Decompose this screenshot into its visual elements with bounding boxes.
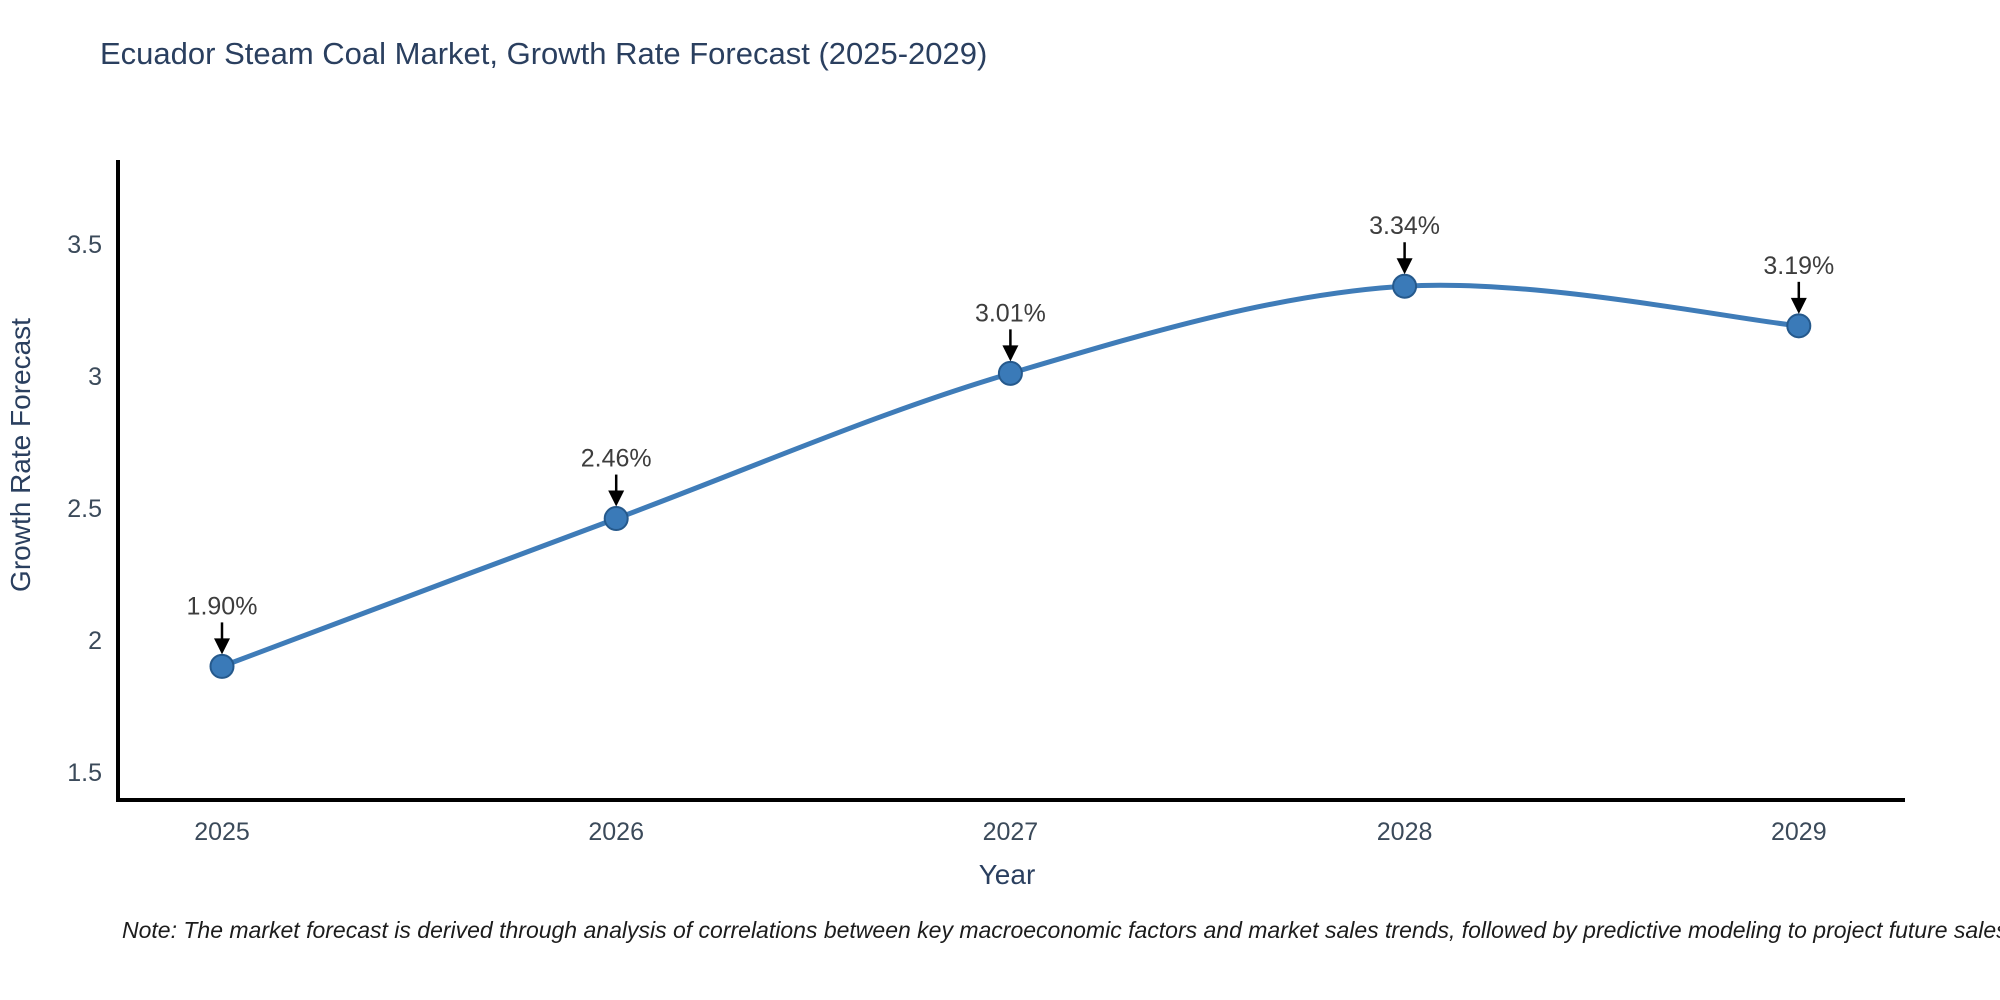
x-axis-title: Year (979, 859, 1036, 890)
data-point-label: 3.19% (1763, 252, 1834, 280)
chart-title: Ecuador Steam Coal Market, Growth Rate F… (100, 36, 988, 71)
data-point-marker[interactable] (1392, 273, 1418, 299)
x-tick-label: 2028 (1377, 818, 1433, 846)
data-point-label: 2.46% (581, 445, 652, 473)
data-point-marker[interactable] (997, 360, 1023, 386)
data-point-label: 1.90% (187, 592, 258, 620)
x-tick-label: 2027 (983, 818, 1039, 846)
y-tick-label: 3.5 (67, 231, 102, 259)
y-axis-title: Growth Rate Forecast (5, 318, 36, 592)
data-point-label: 3.34% (1369, 212, 1440, 240)
x-tick-label: 2026 (588, 818, 644, 846)
annotation-arrow-head (1396, 258, 1413, 275)
annotation-arrow-head (1002, 345, 1019, 362)
footnote: Note: The market forecast is derived thr… (122, 917, 2000, 943)
x-tick-label: 2025 (194, 818, 250, 846)
axis-lines (116, 160, 1905, 802)
data-point-marker[interactable] (603, 506, 629, 532)
x-tick-label: 2029 (1771, 818, 1827, 846)
annotation-arrow-head (1790, 297, 1807, 314)
y-tick-label: 2.5 (67, 495, 102, 523)
y-tick-label: 1.5 (67, 759, 102, 787)
data-point-marker[interactable] (1786, 313, 1812, 339)
data-point-label: 3.01% (975, 299, 1046, 327)
data-point-marker[interactable] (209, 653, 235, 679)
y-tick-label: 3 (88, 363, 102, 391)
y-tick-label: 2 (88, 627, 102, 655)
annotation-arrow-head (214, 638, 230, 655)
annotation-arrow-head (608, 490, 625, 507)
